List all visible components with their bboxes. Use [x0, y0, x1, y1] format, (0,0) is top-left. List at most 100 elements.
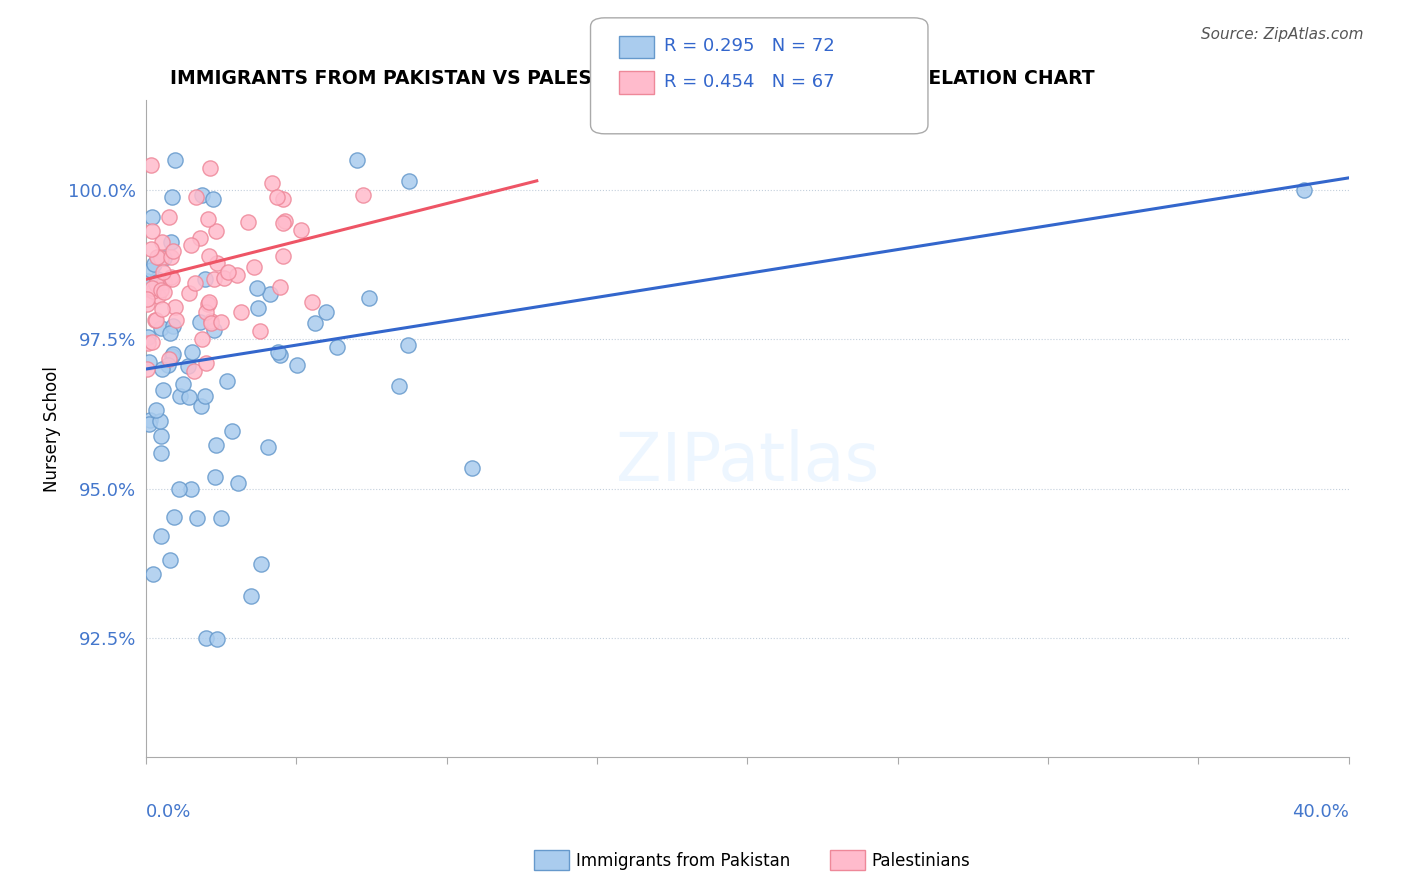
Text: 0.0%: 0.0% [146, 804, 191, 822]
Point [165, 300, 187, 314]
Point [398, 174, 420, 188]
Point [221, 424, 243, 438]
Point [162, 347, 184, 361]
Point [225, 268, 247, 283]
Point [269, 348, 291, 362]
Point [145, 402, 167, 417]
Point [260, 176, 283, 190]
Point [159, 553, 181, 567]
Point [141, 211, 163, 225]
Point [249, 324, 271, 338]
Point [315, 305, 337, 319]
Point [197, 297, 219, 311]
Point [136, 274, 159, 288]
Point [194, 631, 217, 645]
Point [396, 337, 419, 351]
Point [198, 295, 221, 310]
Point [460, 461, 482, 475]
Point [139, 413, 162, 427]
Point [180, 237, 202, 252]
Point [150, 252, 173, 266]
Point [229, 304, 252, 318]
Point [138, 355, 160, 369]
Point [198, 249, 221, 263]
Point [160, 189, 183, 203]
Point [150, 302, 173, 317]
Point [183, 364, 205, 378]
Point [256, 441, 278, 455]
Point [205, 256, 228, 270]
Point [167, 483, 190, 497]
Point [290, 223, 312, 237]
Point [149, 414, 172, 428]
Point [200, 313, 222, 327]
Point [209, 511, 232, 525]
Point [169, 389, 191, 403]
Point [149, 529, 172, 543]
Text: IMMIGRANTS FROM PAKISTAN VS PALESTINIAN NURSERY SCHOOL CORRELATION CHART: IMMIGRANTS FROM PAKISTAN VS PALESTINIAN … [170, 69, 1094, 87]
Point [240, 589, 263, 603]
Point [138, 417, 160, 432]
Point [246, 281, 269, 295]
Point [188, 315, 211, 329]
Text: R = 0.295   N = 72: R = 0.295 N = 72 [664, 37, 834, 55]
Point [346, 153, 368, 167]
Point [269, 279, 291, 293]
Point [271, 192, 294, 206]
Text: Palestinians: Palestinians [872, 852, 970, 870]
Point [267, 344, 290, 359]
Point [326, 340, 349, 354]
Point [183, 277, 205, 291]
Point [136, 296, 159, 310]
Point [1292, 183, 1315, 197]
Point [194, 356, 217, 370]
Point [266, 190, 288, 204]
Point [146, 251, 169, 265]
Point [141, 334, 163, 349]
Text: R = 0.454   N = 67: R = 0.454 N = 67 [664, 73, 834, 91]
Point [148, 289, 170, 303]
Point [180, 345, 202, 359]
Point [152, 275, 174, 289]
Point [186, 190, 208, 204]
Point [139, 242, 162, 256]
Point [142, 257, 165, 271]
Point [145, 277, 167, 291]
Point [146, 272, 169, 286]
Point [304, 317, 326, 331]
Point [150, 429, 173, 443]
Point [200, 316, 222, 330]
Point [152, 235, 174, 250]
Point [209, 315, 232, 329]
Point [172, 376, 194, 391]
Point [136, 335, 159, 350]
Point [191, 332, 214, 346]
Point [190, 399, 212, 413]
Text: Immigrants from Pakistan: Immigrants from Pakistan [576, 852, 790, 870]
Point [246, 301, 269, 315]
Point [159, 235, 181, 250]
Point [179, 390, 201, 404]
Point [160, 251, 183, 265]
Point [141, 281, 163, 295]
Point [205, 438, 228, 452]
Point [160, 272, 183, 286]
Point [141, 224, 163, 238]
Point [194, 389, 217, 403]
Point [388, 378, 411, 392]
Y-axis label: Nursery School: Nursery School [44, 366, 60, 491]
Point [202, 193, 225, 207]
Point [138, 330, 160, 344]
Point [157, 358, 180, 372]
Point [136, 292, 159, 306]
Point [186, 511, 208, 525]
Point [157, 351, 180, 366]
Point [159, 326, 181, 340]
Point [153, 285, 176, 300]
Point [204, 470, 226, 484]
Point [236, 215, 259, 229]
Point [188, 231, 211, 245]
Point [160, 349, 183, 363]
Point [150, 446, 173, 460]
Point [202, 323, 225, 337]
